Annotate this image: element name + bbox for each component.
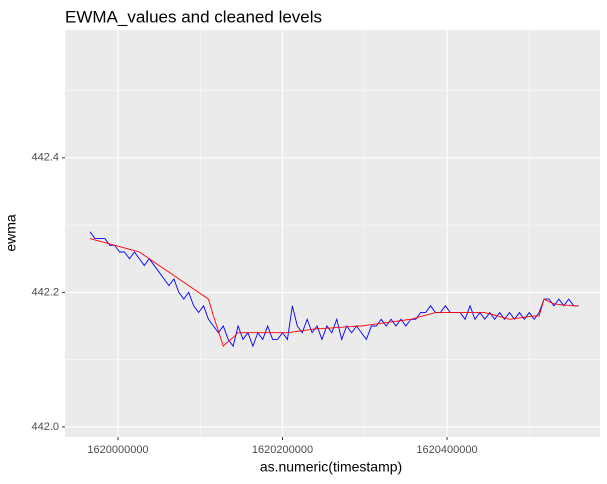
y-tick-label: 442.2 <box>31 286 59 298</box>
y-tick-label: 442.4 <box>31 152 59 164</box>
x-tick-label: 1620400000 <box>416 444 477 456</box>
y-axis-label: ewma <box>3 214 19 252</box>
x-tick-label: 1620000000 <box>87 444 148 456</box>
x-tick-label: 1620200000 <box>252 444 313 456</box>
series-line <box>89 238 579 348</box>
chart-title: EWMA_values and cleaned levels <box>65 7 322 26</box>
panel <box>65 30 600 437</box>
y-tick-label: 442.0 <box>31 421 59 433</box>
x-axis-label: as.numeric(timestamp) <box>260 459 402 475</box>
